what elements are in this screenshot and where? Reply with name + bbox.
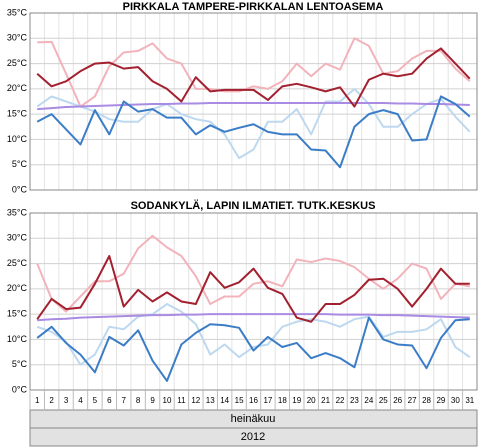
y-tick-label: 5°C [12, 359, 28, 369]
x-tick-label: 19 [292, 396, 301, 405]
x-tick-label: 22 [336, 396, 345, 405]
year-label: 2012 [241, 431, 265, 443]
series-line [36, 95, 471, 169]
series-line [37, 102, 470, 111]
plot-frame [29, 12, 478, 191]
x-tick-label: 1 [35, 396, 40, 405]
series-line [36, 47, 471, 108]
x-tick-label: 10 [163, 396, 172, 405]
y-tick-label: 0°C [12, 184, 28, 194]
month-label: heinäkuu [231, 413, 276, 425]
x-tick-label: 7 [121, 396, 126, 405]
plot-frame [29, 212, 478, 391]
y-tick-label: 10°C [7, 334, 28, 344]
year-box [29, 427, 478, 447]
y-tick-label: 10°C [7, 134, 28, 144]
x-tick-label: 9 [150, 396, 155, 405]
series-line [36, 87, 471, 160]
chart-title: SODANKYLÄ, LAPIN ILMATIET. TUTK.KESKUS [131, 199, 376, 212]
x-tick-label: 4 [78, 396, 83, 405]
y-tick-label: 20°C [7, 283, 28, 293]
series-line [36, 234, 470, 313]
y-tick-label: 20°C [7, 83, 28, 93]
series-line [37, 37, 471, 108]
x-tick-label: 26 [393, 396, 402, 405]
plot-area [29, 12, 478, 191]
y-tick-label: 35°C [7, 207, 28, 217]
x-tick-label: 27 [408, 396, 417, 405]
x-tick-label: 28 [422, 396, 431, 405]
y-tick-label: 15°C [7, 109, 28, 119]
x-tick-label: 11 [177, 396, 186, 405]
x-tick-label: 15 [235, 396, 244, 405]
plot-area [29, 212, 478, 391]
chart-title: PIRKKALA TAMPERE-PIRKKALAN LENTOASEMA [123, 1, 384, 13]
x-tick-label: 24 [364, 396, 373, 405]
series-line [36, 303, 471, 366]
x-tick-label: 23 [350, 396, 359, 405]
x-tick-label: 2 [49, 396, 54, 405]
x-tick-label: 3 [64, 396, 69, 405]
x-tick-label: 8 [136, 396, 141, 405]
y-tick-label: 5°C [12, 159, 28, 169]
y-tick-label: 25°C [7, 258, 28, 268]
x-tick-label: 6 [107, 396, 112, 405]
y-tick-label: 30°C [7, 233, 28, 243]
x-tick-label: 16 [249, 396, 258, 405]
series-line [36, 316, 470, 382]
x-tick-label: 12 [191, 396, 200, 405]
x-tick-label: 13 [206, 396, 215, 405]
x-tick-label: 20 [307, 396, 316, 405]
series-line [37, 313, 470, 322]
x-tick-label: 25 [379, 396, 388, 405]
y-tick-label: 30°C [7, 33, 28, 43]
y-tick-label: 0°C [12, 384, 28, 394]
x-tick-label: 14 [220, 396, 229, 405]
y-tick-label: 35°C [7, 7, 28, 17]
series-line [36, 254, 470, 323]
x-tick-label: 17 [263, 396, 272, 405]
x-tick-label: 21 [321, 396, 330, 405]
x-tick-label: 5 [93, 396, 98, 405]
x-tick-label: 30 [451, 396, 460, 405]
x-tick-label: 18 [278, 396, 287, 405]
y-tick-label: 15°C [7, 309, 28, 319]
x-tick-label: 31 [465, 396, 474, 405]
y-tick-label: 25°C [7, 58, 28, 68]
x-tick-label: 29 [436, 396, 445, 405]
